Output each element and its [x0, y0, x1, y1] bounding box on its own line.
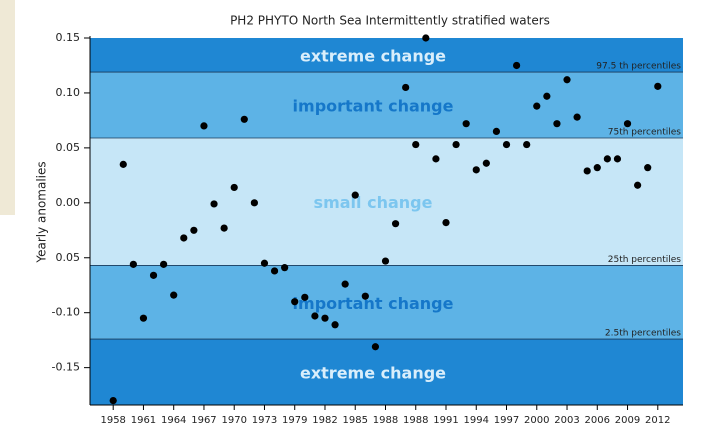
- point: [109, 397, 117, 405]
- side-panel: [0, 0, 15, 215]
- point: [391, 220, 400, 228]
- point: [654, 82, 662, 90]
- point: [603, 155, 611, 163]
- percentile-label: 25th percentiles: [608, 255, 682, 265]
- point: [583, 167, 591, 175]
- point: [200, 122, 208, 130]
- point: [180, 234, 188, 242]
- x-tick-label: 2003: [554, 415, 579, 426]
- point: [351, 191, 359, 199]
- x-tick-label: 1982: [312, 415, 337, 426]
- x-tick-label: 1979: [282, 415, 307, 426]
- point: [270, 267, 279, 275]
- point: [553, 120, 561, 128]
- y-tick-label: 0.10: [56, 86, 81, 99]
- x-tick-label: 2012: [645, 415, 670, 426]
- x-tick-label: 2006: [585, 415, 610, 426]
- y-tick-label: -0.15: [52, 361, 80, 374]
- point: [593, 164, 601, 172]
- point: [190, 226, 198, 234]
- percentile-label: 75th percentiles: [608, 127, 682, 137]
- chart-title: PH2 PHYTO North Sea Intermittently strat…: [230, 14, 550, 28]
- y-axis-label: Yearly anomalies: [35, 161, 49, 263]
- point: [462, 120, 470, 128]
- x-tick-label: 1988: [403, 415, 428, 426]
- point: [210, 200, 218, 208]
- x-tick-label: 1973: [252, 415, 277, 426]
- point: [634, 181, 642, 189]
- point: [291, 298, 299, 306]
- point: [442, 218, 450, 227]
- point: [371, 343, 380, 351]
- x-tick-label: 1958: [100, 415, 125, 426]
- x-tick-label: 1964: [161, 415, 186, 426]
- point: [472, 166, 480, 174]
- x-tick-label: 1997: [494, 415, 519, 426]
- y-tick-label: -0.10: [52, 306, 80, 319]
- point: [119, 160, 127, 168]
- x-tick-label: 2009: [615, 415, 640, 426]
- point: [331, 321, 339, 329]
- point: [170, 291, 178, 299]
- band: [90, 265, 683, 340]
- x-tick-label: 1961: [131, 415, 156, 426]
- band-label: extreme change: [300, 364, 446, 383]
- band-label: extreme change: [300, 47, 446, 66]
- point: [240, 115, 248, 123]
- point: [644, 164, 652, 172]
- point: [311, 312, 319, 320]
- band: [90, 339, 683, 405]
- point: [129, 260, 137, 268]
- percentile-label: 2.5th percentiles: [605, 329, 681, 339]
- point: [502, 140, 511, 149]
- band-label: important change: [293, 97, 454, 116]
- point: [412, 140, 420, 149]
- point: [160, 260, 168, 268]
- y-tick-label: 0.15: [56, 31, 81, 44]
- point: [220, 224, 228, 232]
- point: [573, 113, 581, 121]
- point: [623, 120, 632, 128]
- point: [533, 102, 541, 110]
- point: [321, 314, 329, 322]
- x-tick-label: 1970: [221, 415, 246, 426]
- point: [230, 183, 238, 192]
- band: [90, 38, 683, 73]
- point: [381, 257, 390, 265]
- point: [432, 155, 440, 163]
- point: [402, 83, 410, 92]
- y-tick-label: 0.00: [56, 196, 81, 209]
- point: [301, 293, 309, 301]
- y-tick-label: 0.05: [56, 251, 81, 264]
- x-tick-label: 2000: [524, 415, 549, 426]
- point: [422, 34, 430, 42]
- point: [543, 92, 551, 100]
- point: [341, 280, 349, 288]
- point: [250, 199, 258, 207]
- point: [260, 259, 269, 267]
- point: [361, 292, 369, 300]
- band-label: important change: [293, 294, 454, 313]
- x-tick-label: 1994: [464, 415, 489, 426]
- percentile-label: 97.5 th percentiles: [596, 62, 681, 72]
- point: [482, 159, 490, 167]
- band: [90, 137, 683, 266]
- point: [139, 314, 148, 322]
- y-tick-label: 0.05: [56, 141, 81, 154]
- x-tick-label: 1991: [433, 415, 458, 426]
- point: [613, 155, 622, 163]
- point: [452, 140, 460, 149]
- point: [523, 140, 531, 149]
- point: [492, 127, 501, 135]
- point: [563, 76, 571, 84]
- band-label: small change: [314, 193, 433, 212]
- x-tick-label: 1967: [191, 415, 216, 426]
- point: [512, 61, 521, 70]
- point: [281, 264, 289, 272]
- point: [149, 271, 158, 279]
- band: [90, 72, 683, 138]
- x-tick-label: 1985: [343, 415, 368, 426]
- x-tick-label: 1988: [373, 415, 398, 426]
